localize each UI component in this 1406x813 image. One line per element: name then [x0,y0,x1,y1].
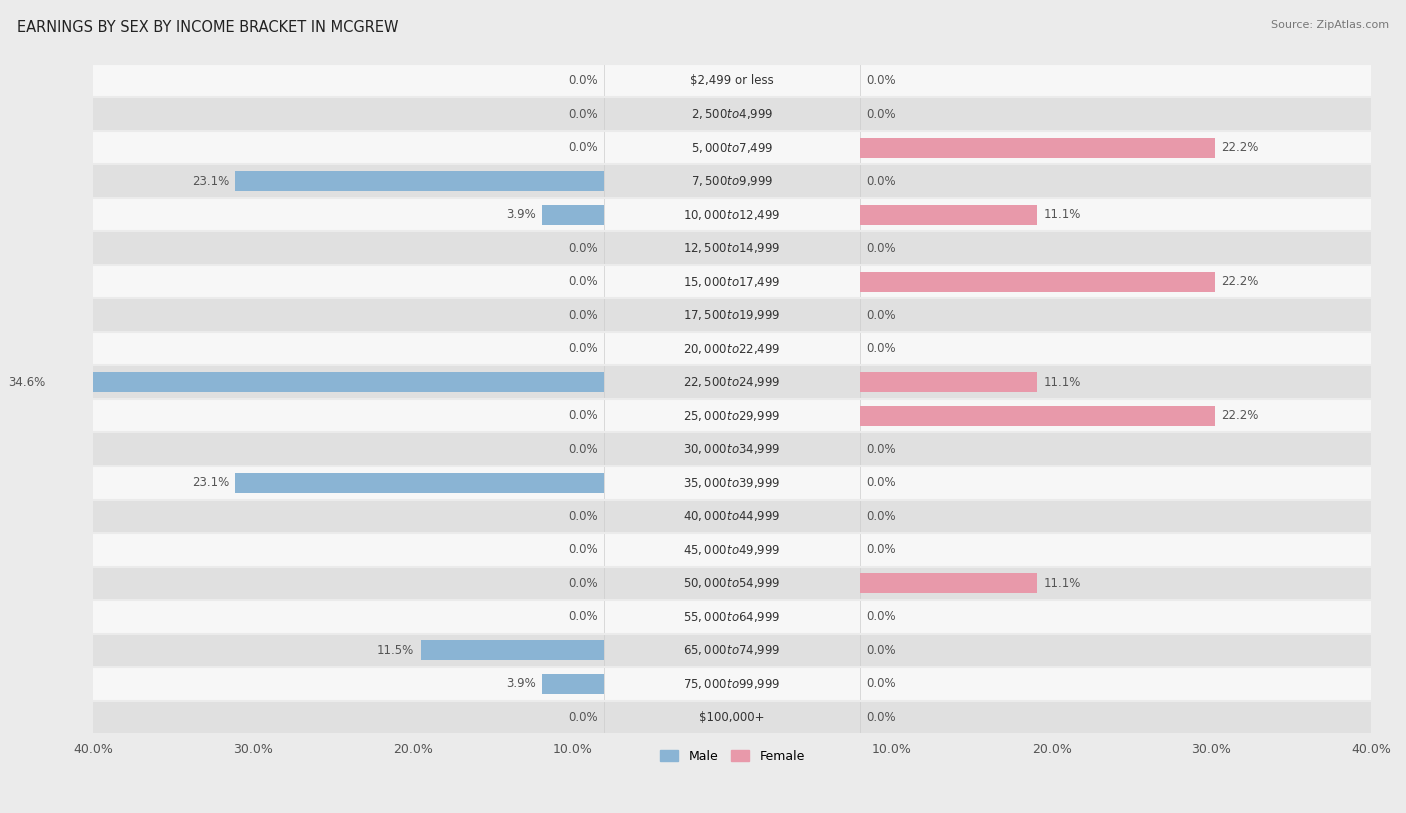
Text: 22.2%: 22.2% [1220,141,1258,154]
Bar [93,466,1371,499]
Text: 34.6%: 34.6% [8,376,45,389]
Text: 0.0%: 0.0% [568,141,598,154]
Text: 0.0%: 0.0% [866,476,896,489]
Text: $55,000 to $64,999: $55,000 to $64,999 [683,610,780,624]
Text: 11.1%: 11.1% [1043,376,1081,389]
Bar [860,372,1038,392]
Text: 23.1%: 23.1% [191,175,229,188]
Text: 0.0%: 0.0% [866,611,896,624]
Text: $10,000 to $12,499: $10,000 to $12,499 [683,207,780,222]
Text: $50,000 to $54,999: $50,000 to $54,999 [683,576,780,590]
Bar [541,205,605,224]
Text: 11.1%: 11.1% [1043,208,1081,221]
Text: 0.0%: 0.0% [866,510,896,523]
Text: 0.0%: 0.0% [866,342,896,355]
Text: $12,500 to $14,999: $12,500 to $14,999 [683,241,780,255]
Bar [93,533,1371,567]
Bar [860,137,1215,158]
Bar [93,366,1371,399]
Text: 0.0%: 0.0% [568,711,598,724]
Bar [93,600,1371,633]
Bar [541,674,605,694]
Bar [93,499,1371,533]
Bar [93,63,1371,98]
Text: $30,000 to $34,999: $30,000 to $34,999 [683,442,780,456]
Text: EARNINGS BY SEX BY INCOME BRACKET IN MCGREW: EARNINGS BY SEX BY INCOME BRACKET IN MCG… [17,20,398,35]
Bar [93,265,1371,298]
Text: 11.5%: 11.5% [377,644,415,657]
Text: 0.0%: 0.0% [866,309,896,322]
Bar [235,472,605,493]
Bar [93,701,1371,734]
Text: Source: ZipAtlas.com: Source: ZipAtlas.com [1271,20,1389,30]
Text: $2,500 to $4,999: $2,500 to $4,999 [690,107,773,121]
Text: 23.1%: 23.1% [191,476,229,489]
Bar [93,433,1371,466]
Text: 0.0%: 0.0% [866,107,896,120]
Text: $65,000 to $74,999: $65,000 to $74,999 [683,643,780,658]
Text: 0.0%: 0.0% [568,309,598,322]
Text: 11.1%: 11.1% [1043,577,1081,590]
Bar [93,332,1371,366]
Text: 22.2%: 22.2% [1220,409,1258,422]
Text: $45,000 to $49,999: $45,000 to $49,999 [683,543,780,557]
Text: $2,499 or less: $2,499 or less [690,74,773,87]
Text: 0.0%: 0.0% [866,443,896,456]
Text: 0.0%: 0.0% [568,577,598,590]
Bar [93,198,1371,232]
Text: 0.0%: 0.0% [568,409,598,422]
Legend: Male, Female: Male, Female [655,746,810,768]
Bar [52,372,605,392]
Text: 0.0%: 0.0% [866,711,896,724]
Bar [860,272,1215,292]
Text: 3.9%: 3.9% [506,677,536,690]
Text: 0.0%: 0.0% [866,74,896,87]
Bar [93,98,1371,131]
Bar [93,667,1371,701]
Text: 0.0%: 0.0% [866,543,896,556]
Text: 0.0%: 0.0% [866,175,896,188]
Bar [235,171,605,191]
Text: 0.0%: 0.0% [568,342,598,355]
Bar [93,567,1371,600]
Bar [93,399,1371,433]
Bar [860,205,1038,224]
Text: 0.0%: 0.0% [866,644,896,657]
Bar [93,232,1371,265]
Text: 0.0%: 0.0% [866,677,896,690]
Text: 0.0%: 0.0% [568,241,598,254]
Text: $15,000 to $17,499: $15,000 to $17,499 [683,275,780,289]
Bar [93,164,1371,198]
Bar [93,131,1371,164]
Text: $17,500 to $19,999: $17,500 to $19,999 [683,308,780,322]
Text: $5,000 to $7,499: $5,000 to $7,499 [690,141,773,154]
Bar [93,298,1371,332]
Text: $75,000 to $99,999: $75,000 to $99,999 [683,677,780,691]
Text: 0.0%: 0.0% [866,241,896,254]
Bar [860,573,1038,593]
Text: 0.0%: 0.0% [568,107,598,120]
Text: 0.0%: 0.0% [568,443,598,456]
Text: 3.9%: 3.9% [506,208,536,221]
Text: $20,000 to $22,499: $20,000 to $22,499 [683,341,780,356]
Text: 0.0%: 0.0% [568,74,598,87]
Text: $7,500 to $9,999: $7,500 to $9,999 [690,174,773,188]
Bar [860,406,1215,426]
Text: $25,000 to $29,999: $25,000 to $29,999 [683,409,780,423]
Bar [420,641,605,660]
Text: $40,000 to $44,999: $40,000 to $44,999 [683,509,780,524]
Text: 0.0%: 0.0% [568,510,598,523]
Text: 0.0%: 0.0% [568,611,598,624]
Text: 22.2%: 22.2% [1220,275,1258,288]
Text: $100,000+: $100,000+ [699,711,765,724]
Text: 0.0%: 0.0% [568,275,598,288]
Bar [93,633,1371,667]
Text: $22,500 to $24,999: $22,500 to $24,999 [683,376,780,389]
Text: 0.0%: 0.0% [568,543,598,556]
Text: $35,000 to $39,999: $35,000 to $39,999 [683,476,780,489]
